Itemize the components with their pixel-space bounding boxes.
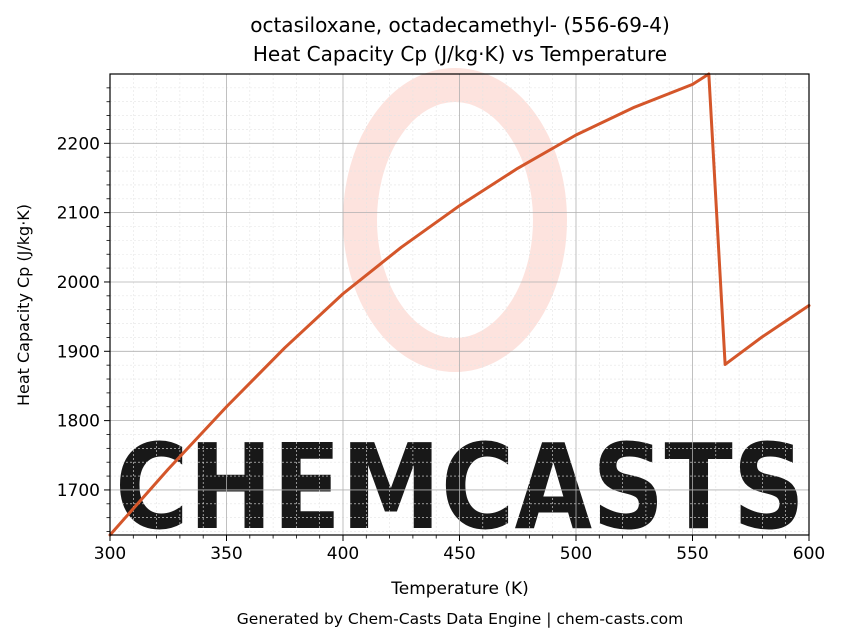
series-line	[108, 72, 811, 537]
x-tick-label: 600	[793, 544, 825, 564]
x-tick-label: 500	[560, 544, 592, 564]
chart-title-line2: Heat Capacity Cp (J/kg·K) vs Temperature	[253, 42, 667, 66]
y-tick-label: 2100	[57, 204, 100, 224]
y-tick-label: 2200	[57, 134, 100, 154]
x-tick-label: 550	[676, 544, 708, 564]
x-tick-label: 400	[327, 544, 359, 564]
y-tick-label: 1700	[57, 481, 100, 501]
axis-ticks: 300 350 400 450 500 550 600 1700 1800 1900 2000 210…	[57, 87, 825, 564]
watermark: CHEMCASTS	[115, 68, 805, 556]
x-tick-label: 450	[443, 544, 475, 564]
x-tick-label: 350	[210, 544, 242, 564]
y-axis-label: Heat Capacity Cp (J/kg·K)	[14, 204, 33, 406]
x-axis-label: Temperature (K)	[390, 579, 529, 599]
y-tick-label: 2000	[57, 273, 100, 293]
footer-text: Generated by Chem-Casts Data Engine | ch…	[237, 610, 683, 628]
chart-title-line1: octasiloxane, octadecamethyl- (556-69-4)	[250, 13, 670, 37]
x-tick-label: 300	[94, 544, 126, 564]
y-tick-label: 1900	[57, 342, 100, 362]
watermark-text: CHEMCASTS	[115, 418, 805, 556]
series-layer	[108, 72, 811, 537]
y-tick-label: 1800	[57, 412, 100, 432]
watermark-logo-ring	[343, 68, 567, 372]
